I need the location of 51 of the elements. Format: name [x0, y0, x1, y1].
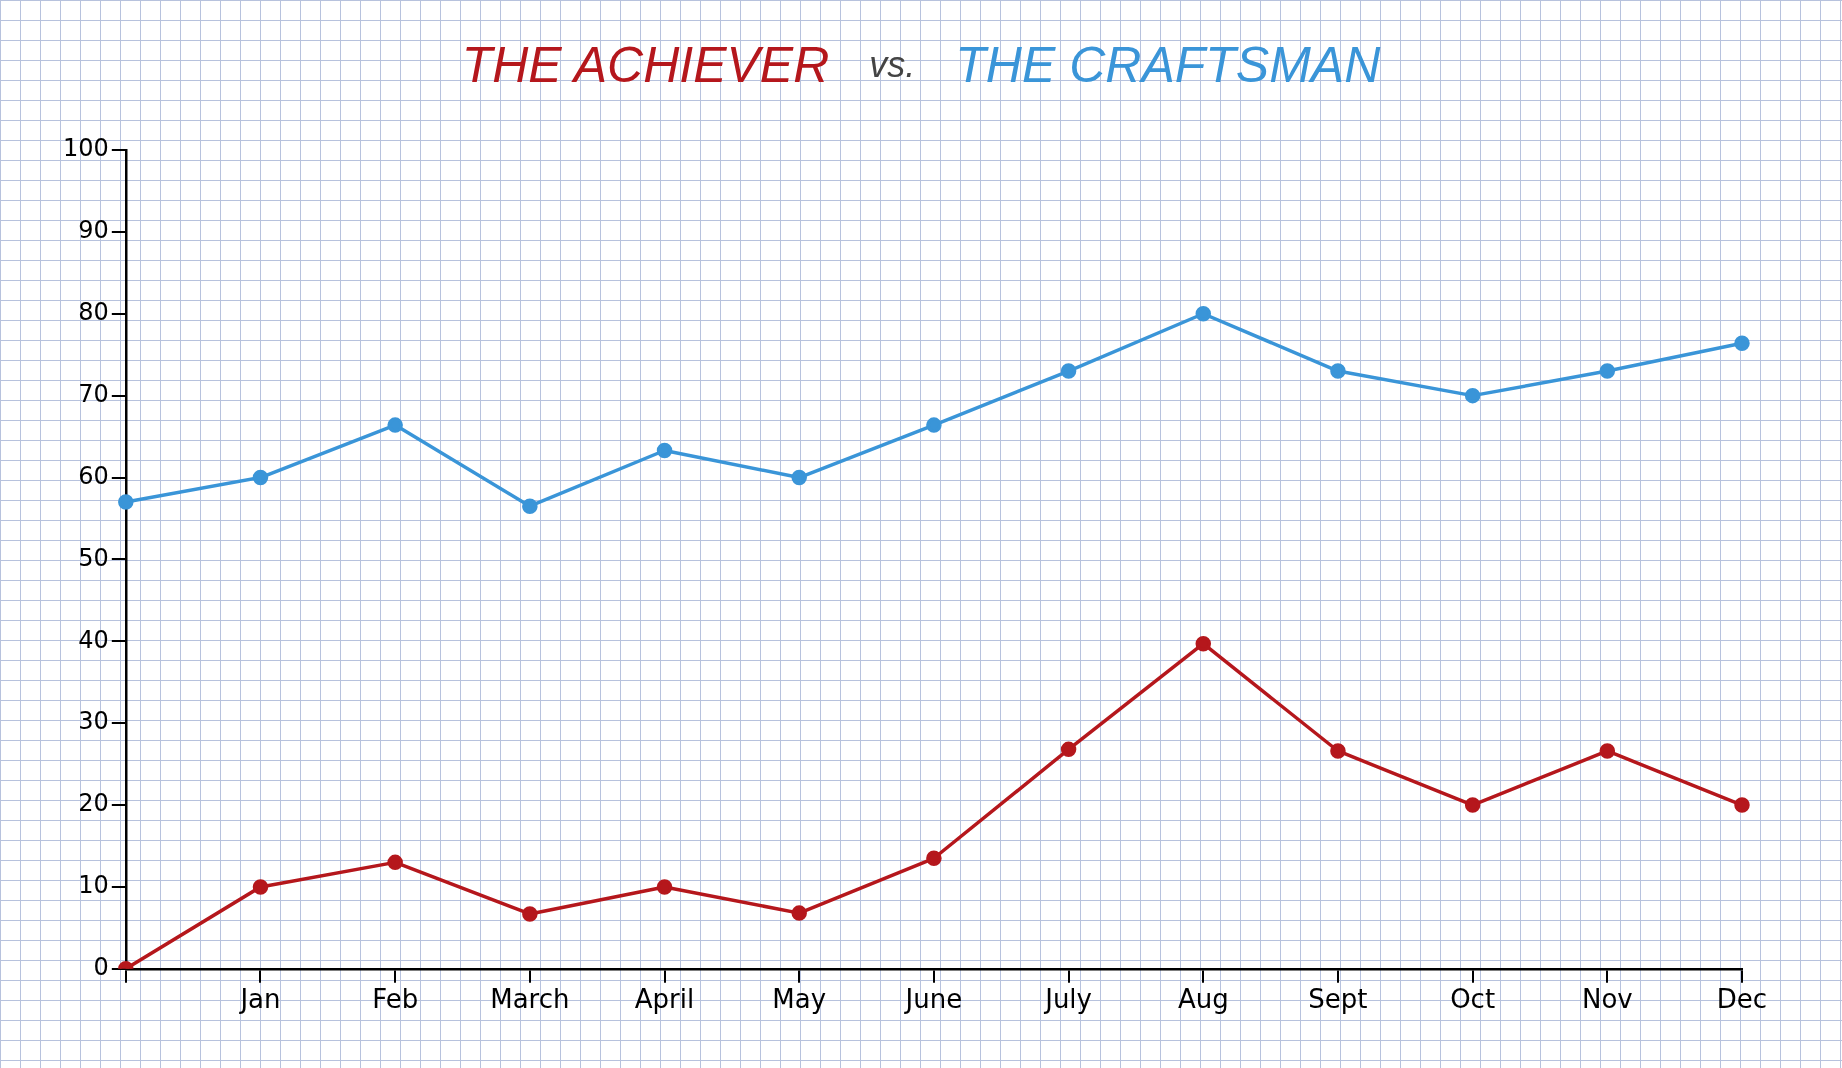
y-tick-label: 100 — [63, 134, 109, 163]
x-tick-label: May — [772, 984, 827, 1015]
x-tick-label: March — [490, 984, 570, 1015]
y-tick-label: 10 — [78, 871, 109, 900]
point — [656, 879, 673, 895]
x-tick-label: Nov — [1581, 984, 1633, 1015]
y-tick-label: 0 — [93, 953, 109, 982]
point — [1734, 335, 1750, 351]
y-tick-label: 50 — [78, 543, 109, 572]
y-tick-label: 60 — [78, 461, 109, 490]
point — [1060, 363, 1077, 379]
point — [252, 879, 269, 895]
point — [1464, 797, 1481, 813]
point — [1330, 363, 1346, 379]
x-tick-label: Feb — [372, 984, 419, 1015]
y-tick-label: 20 — [78, 789, 109, 818]
point — [387, 854, 403, 871]
point — [791, 905, 807, 921]
x-tick-label: Aug — [1177, 984, 1229, 1015]
y-tick-label: 40 — [78, 625, 109, 654]
point — [118, 494, 134, 510]
text: THE ACHIEVER — [461, 36, 830, 94]
x-tick-label: Oct — [1450, 984, 1496, 1015]
point — [926, 850, 942, 867]
point — [522, 498, 538, 514]
x-tick-label: Sept — [1308, 984, 1368, 1015]
x-tick-label: Dec — [1716, 984, 1768, 1015]
x-tick-label: April — [634, 984, 695, 1015]
point — [1599, 743, 1616, 759]
point — [926, 417, 942, 433]
point — [1060, 741, 1077, 758]
y-tick-label: 80 — [78, 297, 109, 326]
text: THE CRAFTSMAN — [955, 36, 1381, 94]
x-tick-label: June — [903, 984, 963, 1015]
chart-title: vs. — [869, 44, 916, 86]
point — [1195, 635, 1212, 652]
point — [522, 906, 538, 922]
y-tick-label: 70 — [78, 379, 109, 408]
point — [1599, 363, 1616, 379]
x-tick-label: July — [1043, 984, 1092, 1015]
y-tick-label: 30 — [78, 707, 109, 736]
point — [656, 442, 673, 459]
point — [1195, 306, 1212, 322]
y-tick-label: 90 — [78, 216, 109, 245]
x-tick-label: Jan — [238, 984, 281, 1015]
point — [387, 417, 403, 433]
point — [791, 469, 807, 486]
point — [1734, 797, 1750, 813]
point — [1330, 743, 1346, 759]
point — [1464, 387, 1481, 404]
point — [252, 469, 269, 486]
